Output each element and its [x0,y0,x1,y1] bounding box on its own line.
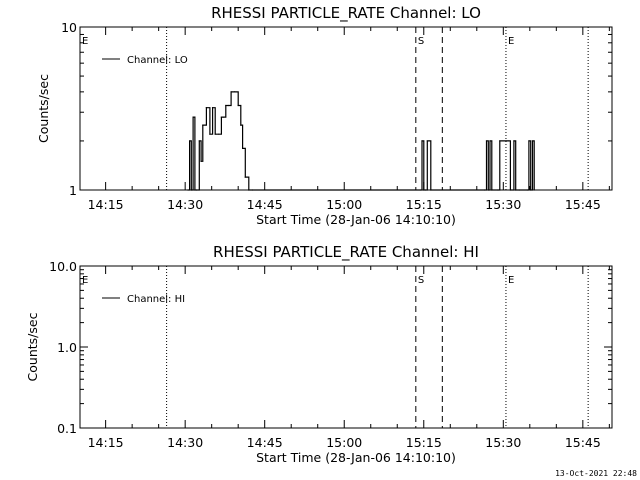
x-tick-label: 15:30 [485,435,521,450]
legend-label: Channel: LO [127,55,188,66]
data-point [234,91,236,93]
x-tick-label: 15:00 [326,197,362,212]
data-point [218,133,220,135]
chart-title: RHESSI PARTICLE_RATE Channel: HI [213,243,479,262]
x-tick-label: 15:00 [326,435,362,450]
marker-label-e: E [508,36,514,47]
plot-frame [79,265,613,429]
chart-title: RHESSI PARTICLE_RATE Channel: LO [211,4,481,23]
x-tick-label: 14:15 [88,435,124,450]
data-point [426,140,428,142]
data-point [225,104,227,107]
data-point [497,189,499,191]
y-axis-label: Counts/sec [25,312,40,381]
marker-label-e: E [82,275,88,286]
data-point [531,140,534,142]
marker-label-e: E [82,36,88,47]
data-point [192,116,194,118]
data-point [530,189,532,191]
x-tick-label: 15:45 [565,435,601,450]
data-point [508,140,510,142]
data-point [515,189,517,191]
data-point [242,147,244,149]
data-point [240,124,242,126]
data-point [533,189,535,191]
data-point [484,189,486,191]
data-point [211,107,214,109]
data-point [424,189,427,191]
x-tick-label: 14:45 [247,435,283,450]
y-tick-label: 10.0 [49,259,77,274]
data-point [188,140,191,142]
data-point [513,140,515,142]
marker-label-s: S [418,275,424,286]
marker-label-s: S [418,36,424,47]
data-point [198,140,200,142]
data-point [237,104,239,107]
data-point [190,189,192,191]
data-point [248,189,250,191]
data-point [428,140,430,142]
data-point [230,91,232,93]
data-point [423,189,425,191]
data-point [196,189,198,191]
data-point [421,140,423,142]
y-axis-label: Counts/sec [36,74,51,143]
y-tick-label: 10 [61,20,77,35]
data-point [509,189,511,191]
data-point [220,116,222,118]
data-point [489,140,491,142]
x-axis-label: Start Time (28-Jan-06 14:10:10) [256,212,456,227]
chart-panel-2: RHESSI PARTICLE_RATE Channel: HI 14:15 14:… [25,243,613,465]
data-point [202,124,204,126]
y-tick-label: 1.0 [57,340,77,355]
data-point [506,140,508,142]
x-tick-label: 15:30 [485,197,521,212]
data-point [251,189,253,191]
data-point [222,116,224,118]
legend-label: Channel: HI [127,294,185,305]
data-point [244,176,246,178]
data-point [430,189,432,191]
data-point [205,107,207,109]
x-tick-label: 14:15 [88,197,124,212]
x-tick-label: 14:45 [247,197,283,212]
x-axis-label: Start Time (28-Jan-06 14:10:10) [256,450,456,465]
data-point [485,140,488,142]
x-tick-label: 14:30 [167,435,203,450]
data-point [518,189,520,191]
data-point [419,189,421,191]
x-tick-label: 15:15 [406,435,442,450]
x-tick-label: 15:15 [406,197,442,212]
data-point [526,189,528,191]
data-point [214,133,216,135]
data-point [528,140,530,142]
marker-label-e: E [508,275,514,286]
y-tick-label: 0.1 [57,421,77,436]
data-point [491,189,493,191]
data-point [200,160,202,162]
data-point [227,104,230,107]
x-tick-label: 14:30 [167,197,203,212]
data-point [209,133,211,135]
x-tick-label: 15:45 [565,197,601,212]
data-point [487,189,489,191]
data-point [194,189,196,191]
y-tick-label: 1 [69,183,77,198]
series-line-1 [187,91,535,191]
data-point [187,189,189,191]
data-point [499,140,501,142]
chart-panel-1: RHESSI PARTICLE_RATE Channel: LO 14:15 14:… [36,4,613,227]
